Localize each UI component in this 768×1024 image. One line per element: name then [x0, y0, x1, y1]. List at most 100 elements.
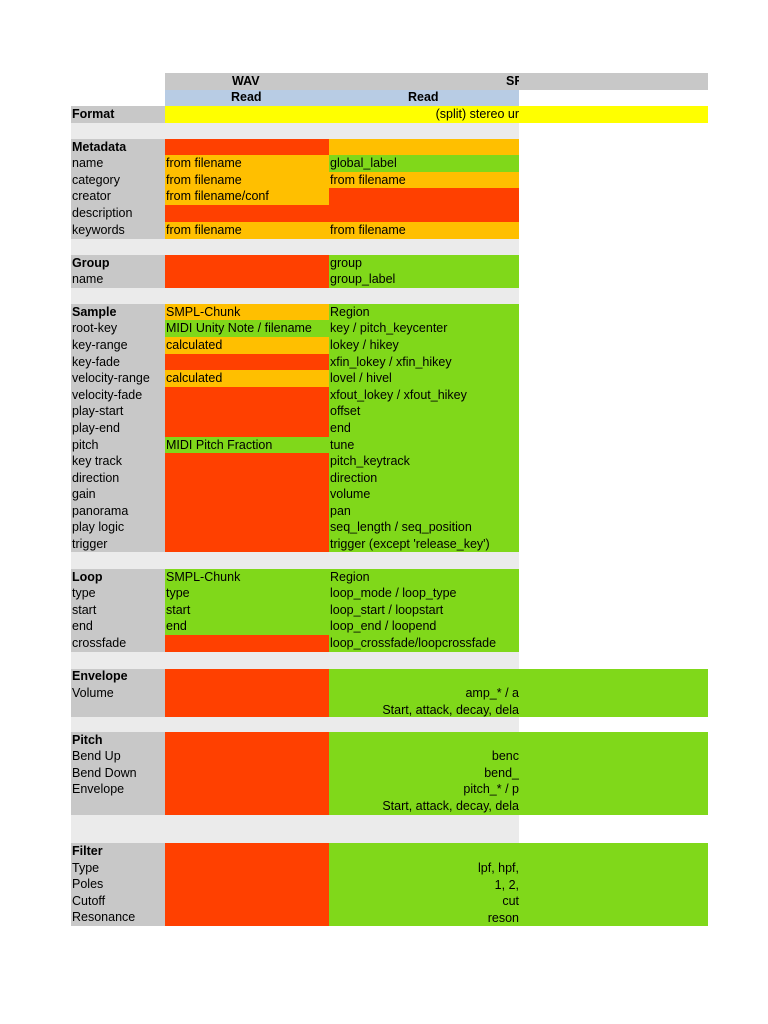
read-sfz: Read [408, 90, 439, 104]
separator [71, 652, 519, 669]
sample-row-sfz: key / pitch_keycenter [330, 321, 448, 335]
loop-row-sfz: loop_start / loopstart [330, 603, 444, 617]
envelope-label: Volume [72, 686, 114, 700]
sample-wav-pitch-cell [165, 437, 329, 453]
pitch-label: Bend Down [72, 766, 137, 780]
sample-wav-title: SMPL-Chunk [166, 305, 241, 319]
sample-label-col [71, 304, 165, 552]
metadata-description-wav-cell [165, 205, 329, 222]
loop-sfz-col [329, 569, 519, 652]
pitch-label: Envelope [72, 782, 125, 796]
loop-wav-cells [165, 569, 329, 635]
loop-row-wav: type [166, 586, 190, 600]
pitch-label-col [71, 732, 165, 815]
pitch-sfz-text: benc bend_ pitch_* / p Start, attack, de… [330, 748, 519, 814]
metadata-category-sfz-cell [329, 172, 519, 188]
metadata-row-label: category [72, 173, 120, 187]
filter-label: Poles [72, 877, 104, 891]
filter-sfz-text: lpf, hpf, 1, 2, cut reson [330, 860, 519, 926]
sample-row-sfz: volume [330, 487, 371, 501]
loop-title: Loop [72, 570, 103, 584]
metadata-row-wav: from filename [166, 156, 242, 170]
sample-wav-keyfade-cell [165, 354, 329, 370]
sample-row-sfz: lovel / hivel [330, 371, 392, 385]
group-sfz-title: group [330, 256, 362, 270]
filter-sfz-cell [329, 843, 708, 926]
format-label-cell [71, 106, 165, 123]
metadata-row-sfz: global_label [330, 156, 397, 170]
sample-row-wav: calculated [166, 371, 223, 385]
metadata-row-wav: from filename [166, 173, 242, 187]
sample-row-sfz: direction [330, 471, 378, 485]
pitch-line: pitch_* / p [463, 782, 519, 796]
metadata-keywords-sfz-cell [329, 222, 519, 239]
metadata-keywords-wav-cell [165, 222, 329, 239]
sample-row-label: play logic [72, 520, 125, 534]
envelope-line: Start, attack, decay, dela [382, 702, 519, 717]
sample-wav-red-cells [165, 453, 329, 552]
group-wav-cell [165, 255, 329, 288]
metadata-name-wav-cell [165, 155, 329, 172]
sample-row-sfz: tune [330, 438, 355, 452]
metadata-row-label: name [72, 156, 104, 170]
metadata-row-sfz: from filename [330, 223, 406, 237]
filter-title: Filter [72, 844, 103, 858]
loop-row-sfz: loop_crossfade/loopcrossfade [330, 636, 497, 650]
metadata-label-col [71, 139, 165, 239]
sample-row-label: pitch [72, 438, 99, 452]
loop-wav-crossfade-cell [165, 635, 329, 652]
loop-row-wav: end [166, 619, 187, 633]
sample-row-sfz: pan [330, 504, 351, 518]
filter-line: reson [487, 910, 519, 925]
format-label: Format [72, 107, 115, 121]
group-row-label: name [72, 272, 104, 286]
sample-wav-root-cell [165, 320, 329, 337]
filter-line: lpf, hpf, [478, 861, 519, 875]
sample-title: Sample [72, 305, 117, 319]
metadata-row-label: keywords [72, 223, 125, 237]
sample-row-sfz: xfin_lokey / xfin_hikey [330, 355, 452, 369]
sample-wav-keyrange-cell [165, 337, 329, 354]
pitch-line: Start, attack, decay, dela [382, 798, 519, 813]
sample-row-sfz: xfout_lokey / xfout_hikey [330, 388, 467, 402]
sample-row-sfz: offset [330, 404, 361, 418]
loop-row-sfz: loop_mode / loop_type [330, 586, 457, 600]
sample-row-label: direction [72, 471, 120, 485]
metadata-row-sfz: from filename [330, 173, 406, 187]
sample-row-label: play-end [72, 421, 120, 435]
sample-row-label: root-key [72, 321, 118, 335]
envelope-line: amp_* / a [465, 686, 519, 700]
sample-row-sfz: end [330, 421, 351, 435]
sample-row-label: key-fade [72, 355, 120, 369]
header-row-1 [165, 73, 708, 90]
filter-label: Type [72, 861, 100, 875]
loop-label-col [71, 569, 165, 652]
metadata-category-wav-cell [165, 172, 329, 188]
metadata-creator-sfz-cell [329, 188, 519, 222]
metadata-row-wav: from filename [166, 223, 242, 237]
pitch-label: Bend Up [72, 749, 121, 763]
format-value-cell [165, 106, 708, 123]
sample-row-label: trigger [72, 537, 108, 551]
separator [71, 552, 519, 569]
pitch-line: benc [491, 749, 519, 763]
sample-row-label: velocity-range [72, 371, 150, 385]
sample-row-wav: MIDI Pitch Fraction [166, 438, 273, 452]
metadata-row-label: creator [72, 189, 111, 203]
group-label-col [71, 255, 165, 288]
read-wav: Read [231, 90, 262, 104]
sample-row-label: key track [72, 454, 123, 468]
metadata-row-wav: from filename/conf [166, 189, 269, 203]
sample-row-label: play-start [72, 404, 124, 418]
separator [71, 123, 519, 139]
envelope-wav-cell [165, 669, 329, 717]
envelope-title: Envelope [72, 669, 128, 683]
separator [71, 288, 519, 304]
sample-sfz-title: Region [330, 305, 370, 319]
pitch-sfz-cell [329, 732, 708, 815]
loop-sfz-title: Region [330, 570, 370, 584]
envelope-sfz-cell [329, 669, 708, 717]
metadata-creator-wav-cell [165, 188, 329, 205]
envelope-sfz-text: amp_* / a Start, attack, decay, dela [330, 685, 519, 718]
separator [71, 815, 519, 843]
